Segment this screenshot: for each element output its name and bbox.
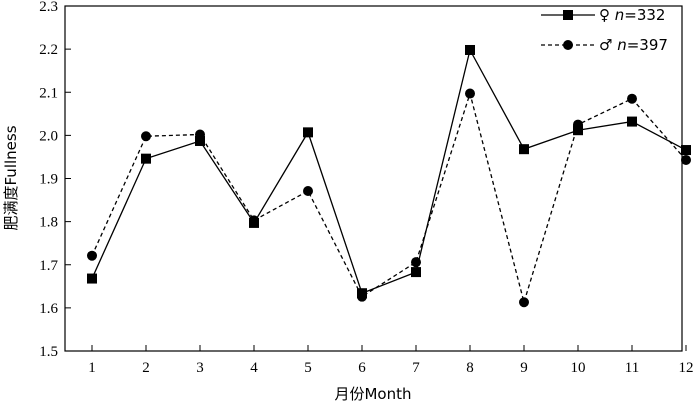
y-tick-label: 2.1 (39, 85, 58, 101)
data-point (411, 257, 421, 268)
data-point (519, 144, 529, 155)
data-point (411, 267, 421, 278)
y-axis: 1.5 1.6 1.7 1.8 1.9 2.0 2.1 2.2 2.3 (39, 0, 71, 360)
data-point (573, 119, 583, 130)
y-tick-label: 1.9 (39, 172, 58, 188)
x-tick-label: 8 (466, 360, 474, 376)
data-point (195, 135, 205, 146)
data-point (573, 125, 583, 136)
series-line (91, 48, 687, 295)
legend-label: ♂ n=397 (599, 36, 668, 54)
y-tick-label: 1.6 (39, 301, 58, 317)
legend-item: ♂ n=397 (541, 36, 668, 54)
x-tick-label: 3 (196, 360, 204, 376)
data-point (303, 186, 313, 197)
series-layer (87, 44, 691, 308)
legend-marker (563, 10, 573, 20)
series-1 (87, 44, 691, 299)
plot-frame (64, 5, 683, 352)
data-point (681, 145, 691, 156)
data-point (195, 129, 205, 140)
legend-label: ♀ n=332 (599, 6, 665, 24)
data-point (465, 88, 475, 99)
x-axis: 1 2 3 4 5 6 7 8 9 10 11 12 (88, 345, 694, 376)
data-point (627, 93, 637, 104)
series-line (91, 91, 687, 305)
legend-item: ♀ n=332 (541, 6, 665, 24)
x-tick-label: 7 (412, 360, 420, 376)
x-tick-label: 1 (88, 360, 96, 376)
data-point (681, 154, 691, 165)
data-point (627, 116, 637, 127)
y-axis-title: 肥满度Fullness (2, 125, 20, 230)
x-tick-label: 10 (571, 360, 586, 376)
x-tick-label: 4 (250, 360, 258, 376)
x-tick-label: 11 (625, 360, 639, 376)
y-tick-label: 2.2 (39, 42, 58, 58)
y-tick-label: 2.0 (39, 128, 58, 144)
data-point (303, 127, 313, 138)
x-axis-title: 月份Month (334, 385, 411, 403)
x-tick-label: 12 (679, 360, 694, 376)
data-point (141, 153, 151, 164)
legend-marker (563, 40, 573, 50)
x-tick-label: 6 (358, 360, 366, 376)
data-point (519, 297, 529, 308)
series-2 (87, 88, 691, 308)
data-point (465, 44, 475, 55)
data-point (87, 250, 97, 261)
legend: ♀ n=332 ♂ n=397 (541, 6, 668, 54)
y-tick-label: 1.5 (39, 344, 58, 360)
y-tick-label: 2.3 (39, 0, 58, 15)
data-point (249, 215, 259, 226)
y-tick-label: 1.7 (39, 258, 58, 274)
x-tick-label: 2 (142, 360, 150, 376)
data-point (87, 273, 97, 284)
data-point (141, 131, 151, 142)
y-tick-label: 1.8 (39, 215, 58, 231)
x-tick-label: 9 (520, 360, 528, 376)
data-point (357, 291, 367, 302)
x-tick-label: 5 (304, 360, 312, 376)
plot-area (64, 5, 683, 352)
